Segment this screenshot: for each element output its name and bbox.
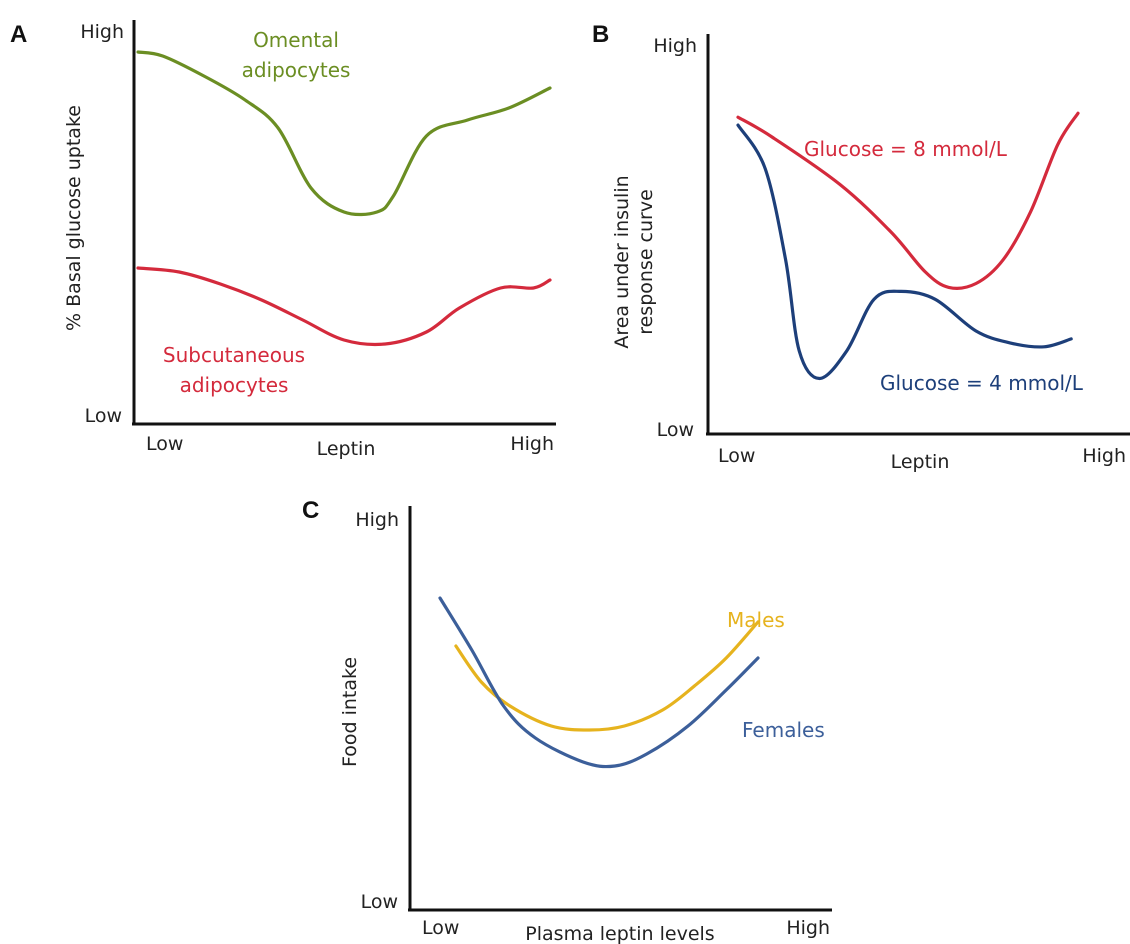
panel-a-subcutaneous-label-line-2: adipocytes — [180, 373, 289, 397]
panel-c-x-axis-label: Plasma leptin levels — [525, 923, 714, 944]
panel-b-y-axis-label-line-1: Area under insulin — [611, 175, 633, 348]
panel-c-series-females — [438, 596, 760, 769]
panel-a-letter: A — [10, 21, 27, 48]
panel-c-y-tick-low: Low — [361, 891, 398, 913]
panel-a-y-tick-low: Low — [85, 405, 122, 427]
panel-c-y-tick-high: High — [355, 509, 399, 531]
panel-c-series-males — [454, 620, 760, 732]
panel-a-y-axis-label: % Basal glucose uptake — [63, 105, 85, 331]
panel-c-x-tick-high: High — [786, 917, 830, 939]
panel-a-omental-label-line-1: Omental — [253, 28, 339, 52]
panel-b-y-axis-label-line-2: response curve — [635, 189, 657, 335]
panel-c-females-label: Females — [742, 718, 825, 742]
panel-c-y-axis-label: Food intake — [339, 657, 361, 767]
panel-a-series-omental — [136, 50, 552, 217]
panel-c-males-label: Males — [727, 608, 785, 632]
panel-a-omental-label-line-2: adipocytes — [242, 58, 351, 82]
panel-b-y-tick-low: Low — [657, 419, 694, 441]
panel-a-subcutaneous-label-line-1: Subcutaneous — [163, 343, 305, 367]
panel-b-glucose-8-label: Glucose = 8 mmol/L — [804, 137, 1008, 161]
panel-a: A High Low Low High Leptin % Basal gluco… — [10, 20, 556, 460]
panel-b-letter: B — [592, 21, 609, 48]
panel-b-series-glucose-4 — [736, 123, 1073, 381]
panel-a-x-tick-high: High — [510, 433, 554, 455]
panel-a-series-subcutaneous — [136, 266, 552, 347]
panel-b-x-tick-high: High — [1082, 445, 1126, 467]
panel-a-x-axis-label: Leptin — [317, 438, 376, 460]
panel-c: C High Low Low High Plasma leptin levels… — [302, 497, 832, 944]
panel-b-x-tick-low: Low — [718, 445, 755, 467]
panel-b-series-glucose-8 — [736, 111, 1080, 290]
panel-a-x-tick-low: Low — [146, 433, 183, 455]
panel-b-y-tick-high: High — [653, 35, 697, 57]
panel-c-x-tick-low: Low — [422, 917, 459, 939]
panel-b: B High Low Low High Leptin Area under in… — [592, 21, 1130, 473]
panel-a-y-tick-high: High — [80, 21, 124, 43]
panel-c-letter: C — [302, 497, 319, 524]
panel-b-x-axis-label: Leptin — [891, 451, 950, 473]
panel-b-glucose-4-label: Glucose = 4 mmol/L — [880, 371, 1084, 395]
